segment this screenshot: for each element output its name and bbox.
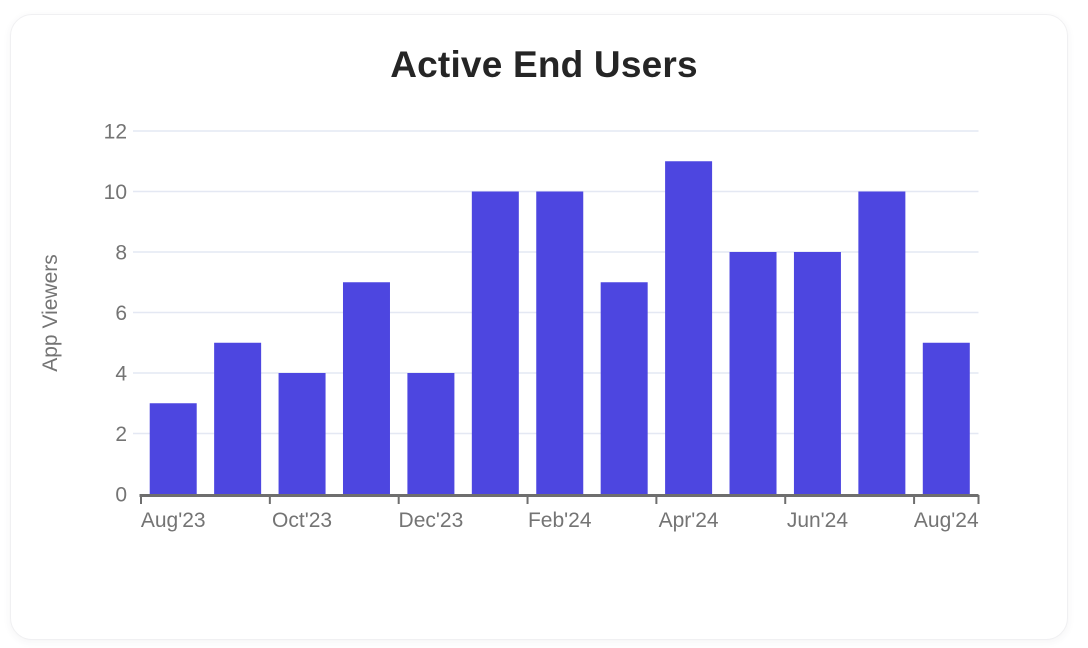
y-tick-label-6: 6 (115, 302, 127, 325)
x-tick-label-dec23: Dec'23 (399, 509, 464, 532)
y-tick-label-0: 0 (115, 484, 127, 507)
x-tick-label-aug23: Aug'23 (141, 509, 206, 532)
y-axis-title: App Viewers (39, 254, 62, 372)
bar-jul24[interactable]: Jul'24: 10 (858, 191, 906, 495)
bar-mar24[interactable]: Mar'24: 7 (600, 282, 648, 494)
y-tick-label-10: 10 (104, 181, 127, 204)
x-tick-label-feb24: Feb'24 (528, 509, 592, 532)
bar-oct23[interactable]: Oct'23: 4 (278, 373, 326, 494)
bar-may24[interactable]: May'24: 8 (729, 252, 777, 494)
bar-dec23[interactable]: Dec'23: 4 (407, 373, 455, 494)
bar-sep23[interactable]: Sep'23: 5 (214, 342, 262, 494)
bar-aug24[interactable]: Aug'24: 5 (922, 342, 970, 494)
y-tick-label-12: 12 (104, 121, 127, 144)
bar-jun24[interactable]: Jun'24: 8 (793, 252, 841, 494)
chart-title: Active End Users (390, 44, 698, 85)
y-tick-label-4: 4 (115, 363, 127, 386)
x-tick-label-jun24: Jun'24 (787, 509, 849, 532)
x-tick-label-oct23: Oct'23 (272, 509, 332, 532)
bar-aug23[interactable]: Aug'23: 3 (149, 403, 197, 494)
x-tick-label-apr24: Apr'24 (659, 509, 719, 532)
y-tick-label-2: 2 (115, 423, 127, 446)
bar-nov23[interactable]: Nov'23: 7 (342, 282, 390, 494)
bar-jan24[interactable]: Jan'24: 10 (471, 191, 519, 495)
bar-feb24[interactable]: Feb'24: 10 (536, 191, 584, 495)
y-tick-label-8: 8 (115, 242, 127, 265)
bar-apr24[interactable]: Apr'24: 11 (665, 161, 713, 494)
x-tick-label-aug24: Aug'24 (914, 509, 979, 532)
